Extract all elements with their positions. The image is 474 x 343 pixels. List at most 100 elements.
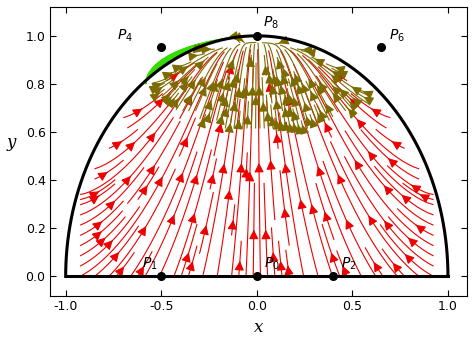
FancyArrowPatch shape: [309, 79, 316, 88]
FancyArrowPatch shape: [239, 89, 247, 98]
FancyArrowPatch shape: [133, 109, 142, 117]
FancyArrowPatch shape: [93, 221, 102, 230]
FancyArrowPatch shape: [104, 241, 112, 249]
FancyArrowPatch shape: [287, 108, 294, 117]
FancyArrowPatch shape: [96, 238, 105, 247]
FancyArrowPatch shape: [205, 101, 212, 110]
FancyArrowPatch shape: [136, 267, 144, 276]
Text: $P_{2}$: $P_{2}$: [341, 255, 356, 272]
FancyArrowPatch shape: [298, 200, 306, 209]
FancyArrowPatch shape: [283, 165, 290, 173]
FancyArrowPatch shape: [409, 238, 417, 247]
FancyArrowPatch shape: [203, 114, 211, 123]
FancyArrowPatch shape: [353, 98, 362, 107]
FancyArrowPatch shape: [305, 117, 313, 126]
FancyArrowPatch shape: [294, 74, 301, 84]
Text: $P_{8}$: $P_{8}$: [263, 15, 278, 31]
FancyArrowPatch shape: [317, 167, 324, 176]
X-axis label: x: x: [254, 319, 264, 336]
FancyArrowPatch shape: [90, 196, 99, 204]
FancyArrowPatch shape: [155, 99, 163, 107]
FancyArrowPatch shape: [273, 120, 281, 129]
FancyArrowPatch shape: [273, 134, 282, 143]
FancyArrowPatch shape: [297, 85, 304, 94]
FancyArrowPatch shape: [202, 45, 210, 53]
FancyArrowPatch shape: [338, 71, 347, 79]
FancyArrowPatch shape: [336, 67, 345, 74]
FancyArrowPatch shape: [227, 60, 234, 69]
FancyArrowPatch shape: [242, 169, 250, 177]
FancyArrowPatch shape: [349, 109, 357, 118]
FancyArrowPatch shape: [393, 264, 401, 272]
FancyArrowPatch shape: [170, 81, 178, 89]
FancyArrowPatch shape: [374, 263, 382, 272]
FancyArrowPatch shape: [357, 120, 365, 128]
FancyArrowPatch shape: [287, 94, 294, 103]
FancyArrowPatch shape: [338, 175, 345, 184]
FancyArrowPatch shape: [153, 87, 162, 95]
FancyArrowPatch shape: [333, 71, 341, 79]
FancyArrowPatch shape: [333, 86, 341, 95]
FancyArrowPatch shape: [234, 33, 243, 42]
FancyArrowPatch shape: [389, 159, 397, 167]
FancyArrowPatch shape: [169, 73, 179, 81]
FancyArrowPatch shape: [318, 86, 325, 95]
FancyArrowPatch shape: [229, 79, 237, 88]
FancyArrowPatch shape: [352, 87, 361, 95]
FancyArrowPatch shape: [210, 82, 218, 92]
FancyArrowPatch shape: [152, 83, 161, 91]
FancyArrowPatch shape: [248, 87, 256, 95]
FancyArrowPatch shape: [292, 111, 299, 120]
FancyArrowPatch shape: [223, 82, 230, 91]
FancyArrowPatch shape: [326, 104, 333, 113]
FancyArrowPatch shape: [406, 255, 414, 263]
FancyArrowPatch shape: [296, 125, 304, 134]
FancyArrowPatch shape: [350, 102, 358, 111]
FancyArrowPatch shape: [255, 87, 263, 95]
FancyArrowPatch shape: [221, 108, 229, 117]
FancyArrowPatch shape: [138, 227, 146, 236]
FancyArrowPatch shape: [234, 88, 242, 97]
FancyArrowPatch shape: [184, 97, 191, 105]
FancyArrowPatch shape: [319, 82, 327, 92]
FancyArrowPatch shape: [122, 177, 130, 185]
FancyArrowPatch shape: [116, 268, 123, 276]
FancyArrowPatch shape: [282, 209, 289, 217]
FancyArrowPatch shape: [333, 94, 341, 103]
FancyArrowPatch shape: [221, 97, 228, 107]
FancyArrowPatch shape: [310, 92, 318, 101]
FancyArrowPatch shape: [216, 79, 223, 88]
FancyArrowPatch shape: [301, 84, 309, 93]
FancyArrowPatch shape: [340, 89, 348, 98]
FancyArrowPatch shape: [90, 191, 99, 199]
FancyArrowPatch shape: [351, 99, 359, 107]
FancyArrowPatch shape: [278, 122, 286, 131]
FancyArrowPatch shape: [149, 86, 158, 94]
FancyArrowPatch shape: [371, 109, 381, 117]
FancyArrowPatch shape: [279, 86, 286, 95]
Polygon shape: [145, 36, 263, 84]
FancyArrowPatch shape: [291, 78, 298, 86]
FancyArrowPatch shape: [264, 112, 272, 121]
Text: $P_{6}$: $P_{6}$: [389, 28, 404, 44]
FancyArrowPatch shape: [225, 191, 232, 199]
FancyArrowPatch shape: [271, 75, 279, 84]
FancyArrowPatch shape: [155, 178, 162, 187]
FancyArrowPatch shape: [163, 97, 171, 106]
FancyArrowPatch shape: [230, 102, 238, 111]
FancyArrowPatch shape: [279, 37, 289, 44]
FancyArrowPatch shape: [301, 125, 308, 134]
FancyArrowPatch shape: [385, 222, 392, 230]
FancyArrowPatch shape: [330, 254, 338, 262]
FancyArrowPatch shape: [184, 95, 191, 104]
FancyArrowPatch shape: [303, 46, 311, 54]
FancyArrowPatch shape: [266, 83, 274, 92]
FancyArrowPatch shape: [197, 44, 206, 52]
Y-axis label: y: y: [7, 134, 16, 151]
FancyArrowPatch shape: [187, 262, 194, 271]
FancyArrowPatch shape: [181, 138, 188, 147]
FancyArrowPatch shape: [392, 141, 401, 149]
FancyArrowPatch shape: [369, 152, 377, 161]
FancyArrowPatch shape: [150, 93, 159, 101]
FancyArrowPatch shape: [252, 96, 260, 105]
